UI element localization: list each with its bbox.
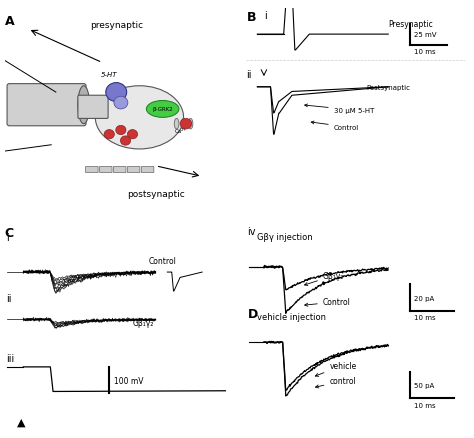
Text: 20 pA: 20 pA: [414, 295, 435, 301]
Circle shape: [116, 126, 126, 135]
Text: iii: iii: [6, 353, 14, 363]
Text: Control: Control: [305, 298, 351, 307]
Text: Control: Control: [149, 257, 177, 266]
FancyBboxPatch shape: [141, 167, 154, 173]
Circle shape: [128, 130, 137, 140]
Text: Gβ₁γ₂: Gβ₁γ₂: [132, 318, 154, 327]
Ellipse shape: [78, 87, 90, 124]
Text: C: C: [5, 227, 14, 240]
Circle shape: [180, 119, 191, 130]
Text: Postsynaptic: Postsynaptic: [366, 85, 410, 91]
Text: 5-HT: 5-HT: [101, 72, 118, 78]
Text: ▲: ▲: [17, 417, 25, 426]
Text: i: i: [6, 232, 9, 242]
Text: Ca²⁺: Ca²⁺: [175, 129, 187, 134]
Text: iv: iv: [247, 227, 256, 237]
FancyBboxPatch shape: [100, 167, 112, 173]
Text: A: A: [5, 15, 14, 28]
Text: 25 mV: 25 mV: [414, 32, 437, 38]
Text: 50 pA: 50 pA: [414, 382, 435, 389]
Ellipse shape: [174, 119, 179, 130]
Text: 100 mV: 100 mV: [114, 376, 144, 385]
Text: ii: ii: [6, 293, 11, 304]
FancyBboxPatch shape: [128, 167, 140, 173]
Ellipse shape: [95, 87, 183, 150]
Ellipse shape: [188, 119, 193, 130]
Ellipse shape: [146, 101, 179, 118]
Text: vehicle: vehicle: [315, 361, 356, 377]
Text: control: control: [316, 377, 356, 388]
Text: Control: Control: [311, 122, 359, 131]
Text: 10 ms: 10 ms: [414, 49, 436, 55]
Text: β-GRK2: β-GRK2: [152, 107, 173, 112]
Text: D: D: [247, 307, 258, 321]
Text: Gβ₁γ₂: Gβ₁γ₂: [304, 272, 344, 286]
Circle shape: [120, 137, 131, 146]
Text: ii: ii: [246, 70, 252, 80]
Text: B: B: [246, 11, 256, 24]
Text: Gβγ injection: Gβγ injection: [257, 232, 313, 241]
Text: 10 ms: 10 ms: [414, 314, 436, 321]
Text: vehicle injection: vehicle injection: [257, 313, 327, 322]
Text: i: i: [264, 11, 267, 21]
FancyBboxPatch shape: [78, 96, 108, 119]
Text: postsynaptic: postsynaptic: [127, 189, 184, 198]
FancyBboxPatch shape: [113, 167, 126, 173]
FancyBboxPatch shape: [7, 85, 86, 127]
Text: 10 ms: 10 ms: [414, 402, 436, 408]
Text: Presynaptic: Presynaptic: [388, 20, 433, 29]
FancyBboxPatch shape: [86, 167, 98, 173]
Text: 30 μM 5-HT: 30 μM 5-HT: [305, 105, 374, 114]
Ellipse shape: [181, 119, 186, 130]
Circle shape: [106, 83, 127, 102]
Circle shape: [104, 130, 114, 140]
Text: presynaptic: presynaptic: [90, 21, 143, 30]
Circle shape: [114, 97, 128, 110]
